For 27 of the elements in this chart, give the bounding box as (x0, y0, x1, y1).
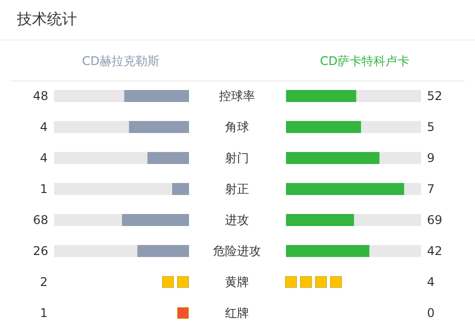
data-label: 2 (40, 275, 48, 289)
data-label: 0 (427, 306, 435, 320)
category-label: 红牌 (225, 306, 249, 320)
category-label: 射门 (225, 151, 249, 165)
data-label: 4 (427, 275, 435, 289)
data-label: 52 (427, 89, 442, 103)
legend-label: CD赫拉克勒斯 (82, 54, 160, 68)
data-label: 5 (427, 120, 435, 134)
data-label: 4 (40, 120, 48, 134)
data-label: 1 (40, 306, 48, 320)
data-label: 26 (33, 244, 48, 258)
data-label: 48 (33, 89, 48, 103)
category-label: 黄牌 (225, 275, 249, 289)
category-label: 控球率 (219, 89, 255, 103)
category-label: 进攻 (225, 213, 249, 227)
category-label: 射正 (225, 182, 249, 196)
data-label: 9 (427, 151, 435, 165)
data-label: 1 (40, 182, 48, 196)
data-label: 68 (33, 213, 48, 227)
data-label: 69 (427, 213, 442, 227)
data-label: 42 (427, 244, 442, 258)
category-label: 角球 (225, 120, 249, 134)
data-label: 7 (427, 182, 435, 196)
data-label: 4 (40, 151, 48, 165)
category-label: 危险进攻 (213, 244, 261, 258)
text: 技术统计 (16, 10, 77, 28)
legend-label: CD萨卡特科卢卡 (320, 54, 410, 68)
